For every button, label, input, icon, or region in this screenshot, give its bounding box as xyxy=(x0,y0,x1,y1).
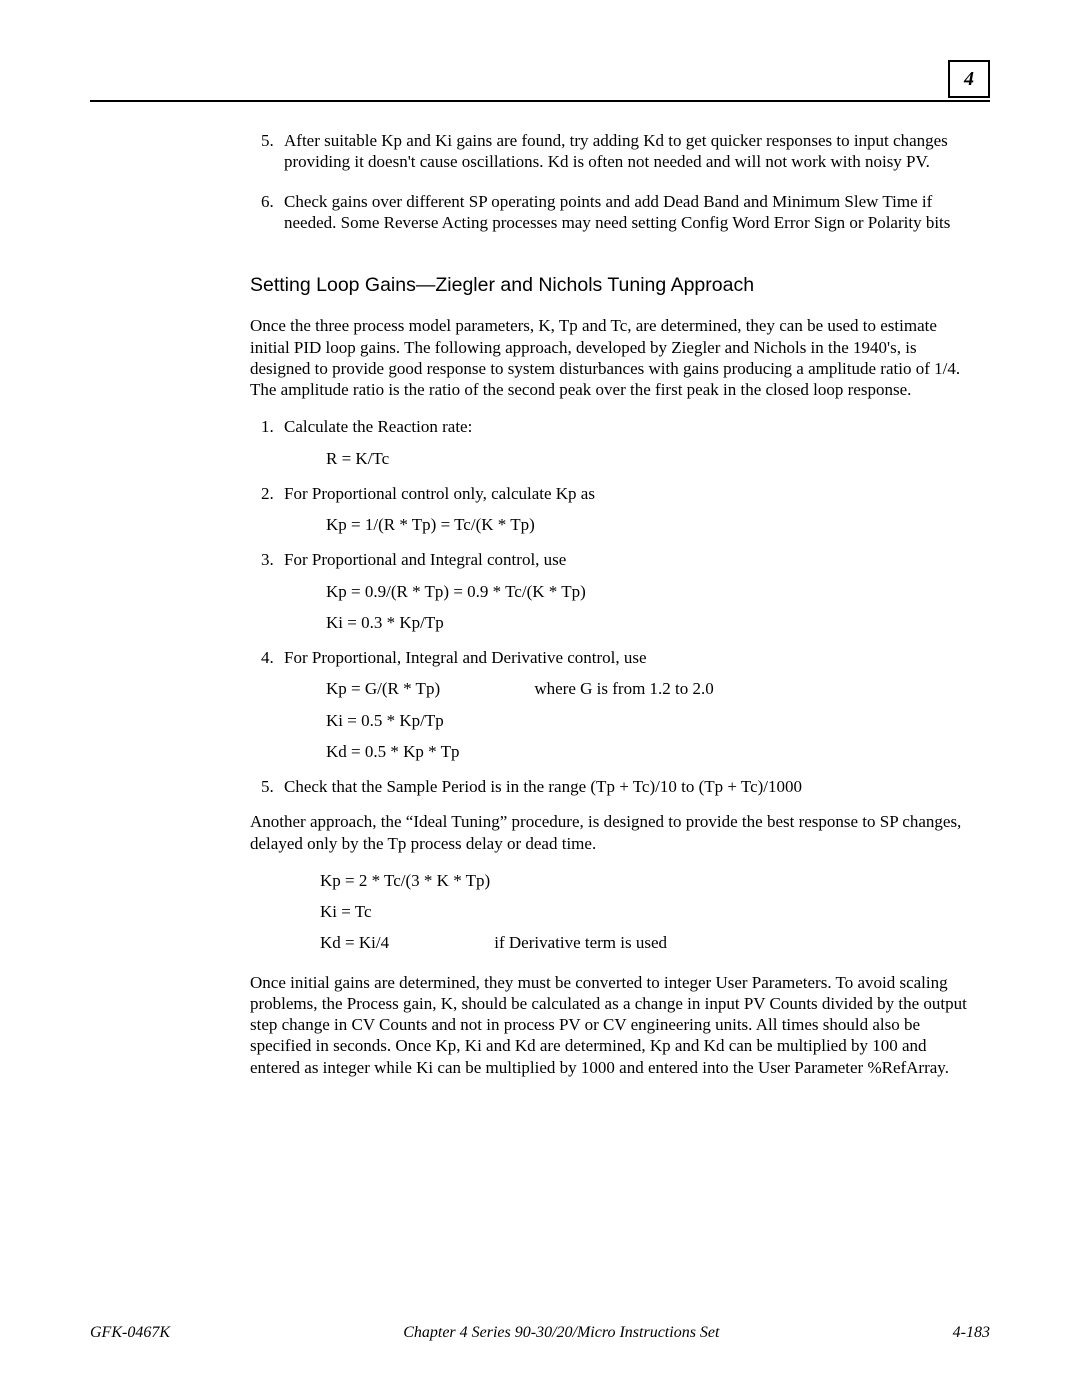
closing-paragraph: Once initial gains are determined, they … xyxy=(250,972,980,1078)
alt-formula-block: Kp = 2 * Tc/(3 * K * Tp) Ki = Tc Kd = Ki… xyxy=(320,870,980,954)
formula: Kp = 2 * Tc/(3 * K * Tp) xyxy=(320,870,980,891)
header-rule xyxy=(90,100,990,102)
formula-note: if Derivative term is used xyxy=(494,933,667,952)
formula: Kp = 0.9/(R * Tp) = 0.9 * Tc/(K * Tp) xyxy=(326,581,980,602)
step-text: For Proportional and Integral control, u… xyxy=(284,550,566,569)
intro-paragraph: Once the three process model parameters,… xyxy=(250,315,980,400)
step-item: For Proportional, Integral and Derivativ… xyxy=(278,647,980,762)
list-item: Check gains over different SP operating … xyxy=(278,191,980,234)
footer-page-number: 4-183 xyxy=(953,1324,990,1342)
formula: Ki = 0.5 * Kp/Tp xyxy=(326,710,980,731)
formula-row: Kp = G/(R * Tp) where G is from 1.2 to 2… xyxy=(326,678,980,699)
formula-block: Kp = G/(R * Tp) where G is from 1.2 to 2… xyxy=(326,678,980,762)
chapter-number: 4 xyxy=(964,68,974,91)
footer-chapter-title: Chapter 4 Series 90-30/20/Micro Instruct… xyxy=(403,1324,719,1342)
step-item: Calculate the Reaction rate: R = K/Tc xyxy=(278,416,980,469)
list-item: After suitable Kp and Ki gains are found… xyxy=(278,130,980,173)
formula: Kp = 1/(R * Tp) = Tc/(K * Tp) xyxy=(326,514,980,535)
step-text: For Proportional control only, calculate… xyxy=(284,484,595,503)
formula-block: Kp = 1/(R * Tp) = Tc/(K * Tp) xyxy=(326,514,980,535)
continued-list: After suitable Kp and Ki gains are found… xyxy=(250,130,980,233)
section-heading: Setting Loop Gains—Ziegler and Nichols T… xyxy=(250,273,980,297)
formula: Kd = Ki/4 xyxy=(320,932,490,953)
page-footer: GFK-0467K Chapter 4 Series 90-30/20/Micr… xyxy=(90,1324,990,1342)
step-text: Check that the Sample Period is in the r… xyxy=(284,777,802,796)
list-item-text: After suitable Kp and Ki gains are found… xyxy=(284,131,948,171)
formula: R = K/Tc xyxy=(326,448,980,469)
formula-block: Kp = 0.9/(R * Tp) = 0.9 * Tc/(K * Tp) Ki… xyxy=(326,581,980,634)
formula: Kd = 0.5 * Kp * Tp xyxy=(326,741,980,762)
page-content: After suitable Kp and Ki gains are found… xyxy=(250,130,980,1094)
formula-row: Kd = Ki/4 if Derivative term is used xyxy=(320,932,980,953)
step-item: Check that the Sample Period is in the r… xyxy=(278,776,980,797)
step-text: For Proportional, Integral and Derivativ… xyxy=(284,648,647,667)
formula: Ki = Tc xyxy=(320,901,980,922)
step-item: For Proportional and Integral control, u… xyxy=(278,549,980,633)
chapter-number-box: 4 xyxy=(948,60,990,98)
formula: Ki = 0.3 * Kp/Tp xyxy=(326,612,980,633)
steps-list: Calculate the Reaction rate: R = K/Tc Fo… xyxy=(250,416,980,797)
footer-doc-id: GFK-0467K xyxy=(90,1324,170,1342)
formula: Kp = G/(R * Tp) xyxy=(326,679,440,698)
list-item-text: Check gains over different SP operating … xyxy=(284,192,950,232)
step-item: For Proportional control only, calculate… xyxy=(278,483,980,536)
formula-note: where G is from 1.2 to 2.0 xyxy=(534,678,713,699)
step-text: Calculate the Reaction rate: xyxy=(284,417,472,436)
formula-block: R = K/Tc xyxy=(326,448,980,469)
alt-approach-paragraph: Another approach, the “Ideal Tuning” pro… xyxy=(250,811,980,854)
